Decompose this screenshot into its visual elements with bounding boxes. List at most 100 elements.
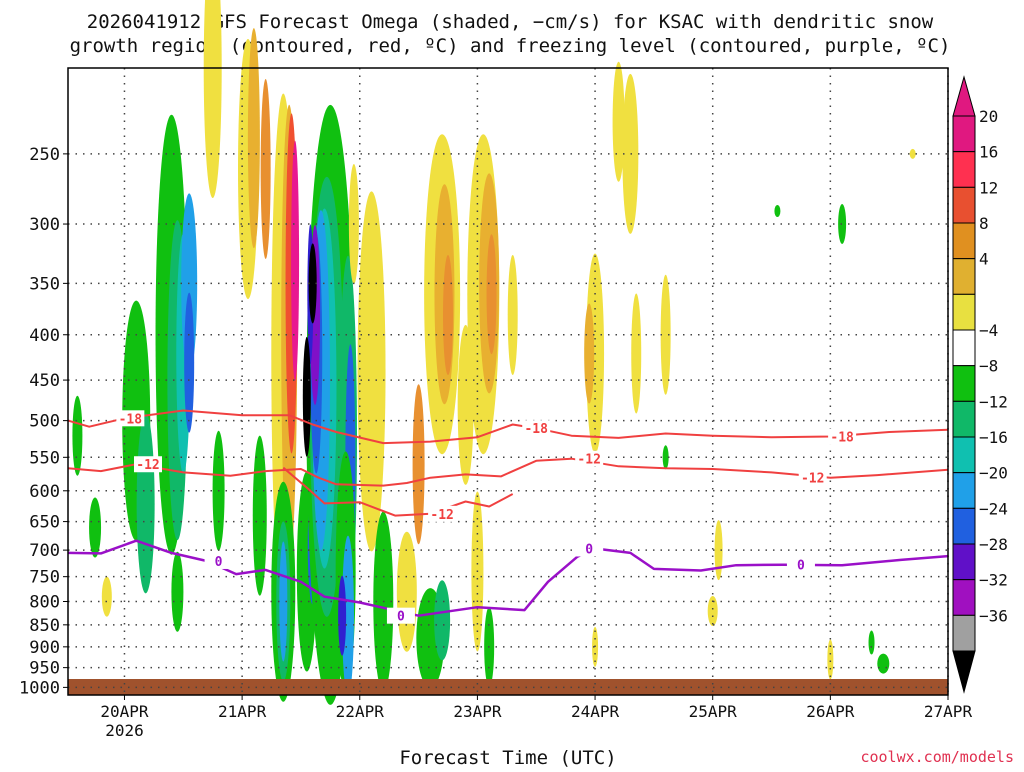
omega-shading bbox=[622, 73, 639, 234]
omega-shading bbox=[291, 140, 300, 381]
colorbar-label: 4 bbox=[979, 250, 989, 269]
y-tick-label: 900 bbox=[29, 638, 60, 658]
omega-shading bbox=[662, 445, 669, 470]
colorbar-cell bbox=[952, 186, 976, 224]
colorbar-cell bbox=[952, 258, 976, 295]
contour-line bbox=[67, 539, 949, 617]
chart-title-line1: 2026041912 GFS Forecast Omega (shaded, −… bbox=[87, 11, 934, 33]
colorbar-cell bbox=[952, 472, 976, 509]
contour-line bbox=[282, 466, 514, 517]
omega-shading bbox=[584, 303, 595, 404]
y-tick-label: 600 bbox=[29, 482, 60, 502]
x-axis-label: Forecast Time (UTC) bbox=[399, 747, 616, 768]
y-tick-label: 750 bbox=[29, 568, 60, 588]
colorbar-cell bbox=[952, 222, 976, 260]
y-tick-label: 650 bbox=[29, 513, 60, 533]
colorbar-label: −16 bbox=[979, 428, 1008, 447]
colorbar-label: −4 bbox=[979, 321, 998, 340]
omega-shading bbox=[631, 293, 642, 414]
x-tick-label: 24APR bbox=[571, 702, 620, 721]
omega-shading bbox=[443, 255, 453, 376]
contour-line bbox=[67, 457, 949, 487]
omega-shading bbox=[877, 653, 890, 674]
contour-label: -18 bbox=[830, 430, 854, 445]
omega-shading bbox=[184, 292, 195, 433]
y-tick-label: 450 bbox=[29, 371, 60, 391]
x-tick-label: 27APR bbox=[924, 702, 973, 721]
colorbar-label: 12 bbox=[979, 178, 998, 197]
contour-label: -12 bbox=[801, 472, 824, 487]
chart-title-line2: growth region (contoured, red, ºC) and f… bbox=[70, 35, 951, 57]
terrain-fill bbox=[68, 679, 948, 695]
colorbar-label: −8 bbox=[979, 357, 998, 376]
colorbar-cell bbox=[952, 329, 976, 367]
plot-frame bbox=[67, 67, 949, 696]
x-tick-label: 22APR bbox=[336, 702, 385, 721]
contour-label-bg bbox=[828, 428, 857, 445]
contour-label-bg bbox=[575, 540, 604, 557]
contour-label-bg bbox=[116, 410, 145, 427]
colorbar-label: −36 bbox=[979, 606, 1008, 625]
x-tick-label: 21APR bbox=[218, 702, 267, 721]
colorbar-label: 8 bbox=[979, 214, 989, 233]
y-tick-label: 350 bbox=[29, 274, 60, 294]
y-tick-label: 950 bbox=[29, 659, 60, 679]
contour-label-bg bbox=[428, 505, 457, 522]
omega-shading bbox=[838, 204, 847, 245]
contour-label: 0 bbox=[585, 542, 593, 557]
omega-shading bbox=[827, 639, 834, 680]
contour-label: -18 bbox=[524, 422, 548, 437]
omega-shading bbox=[612, 61, 625, 182]
omega-shading bbox=[357, 191, 386, 552]
omega-shading bbox=[247, 28, 260, 249]
colorbar-cell bbox=[952, 436, 976, 474]
contour-label-bg bbox=[386, 607, 415, 624]
y-tick-label: 300 bbox=[29, 215, 60, 235]
omega-shading bbox=[302, 336, 311, 457]
colorbar-cell bbox=[952, 579, 976, 616]
colorbar-label: −32 bbox=[979, 571, 1008, 590]
colorbar-cell bbox=[952, 115, 976, 153]
colorbar-label: −24 bbox=[979, 499, 1008, 518]
x-tick-label: 26APR bbox=[806, 702, 855, 721]
y-tick-label: 400 bbox=[29, 326, 60, 346]
omega-shading bbox=[868, 630, 875, 655]
omega-shading bbox=[707, 596, 718, 627]
omega-shading bbox=[507, 255, 518, 376]
contour-label: -12 bbox=[577, 453, 600, 468]
contour-label: -18 bbox=[119, 412, 143, 427]
contour-label-bg bbox=[798, 469, 827, 486]
contour-label: 0 bbox=[797, 559, 805, 574]
omega-shading bbox=[279, 541, 288, 662]
colorbar-label: 16 bbox=[979, 143, 998, 162]
omega-shading bbox=[203, 0, 222, 198]
omega-shading bbox=[171, 551, 184, 632]
omega-shading bbox=[434, 580, 451, 661]
colorbar-cell bbox=[952, 293, 976, 331]
omega-shading bbox=[774, 204, 781, 217]
contour-label: 0 bbox=[397, 610, 405, 625]
colorbar-cell bbox=[952, 507, 976, 545]
omega-shading bbox=[342, 535, 354, 696]
omega-shading bbox=[714, 520, 723, 581]
y-tick-label: 850 bbox=[29, 616, 60, 636]
contour-label-bg bbox=[134, 456, 162, 473]
colorbar-bottom-arrow bbox=[952, 650, 976, 694]
colorbar-cell bbox=[952, 400, 976, 438]
omega-shading bbox=[260, 78, 271, 259]
y-tick-label: 550 bbox=[29, 448, 60, 468]
colorbar-label: 20 bbox=[979, 107, 998, 126]
colorbar-label: −28 bbox=[979, 535, 1008, 554]
omega-shading bbox=[660, 274, 671, 395]
plot-background bbox=[68, 68, 948, 695]
omega-shading bbox=[89, 497, 102, 558]
y-tick-label: 1000 bbox=[19, 678, 60, 698]
contour-label: -12 bbox=[136, 458, 159, 473]
y-tick-label: 500 bbox=[29, 412, 60, 432]
x-subtick-label: 2026 bbox=[105, 721, 144, 740]
y-tick-label: 800 bbox=[29, 593, 60, 613]
contour-label: -12 bbox=[430, 508, 453, 523]
colorbar-cell bbox=[952, 151, 976, 188]
